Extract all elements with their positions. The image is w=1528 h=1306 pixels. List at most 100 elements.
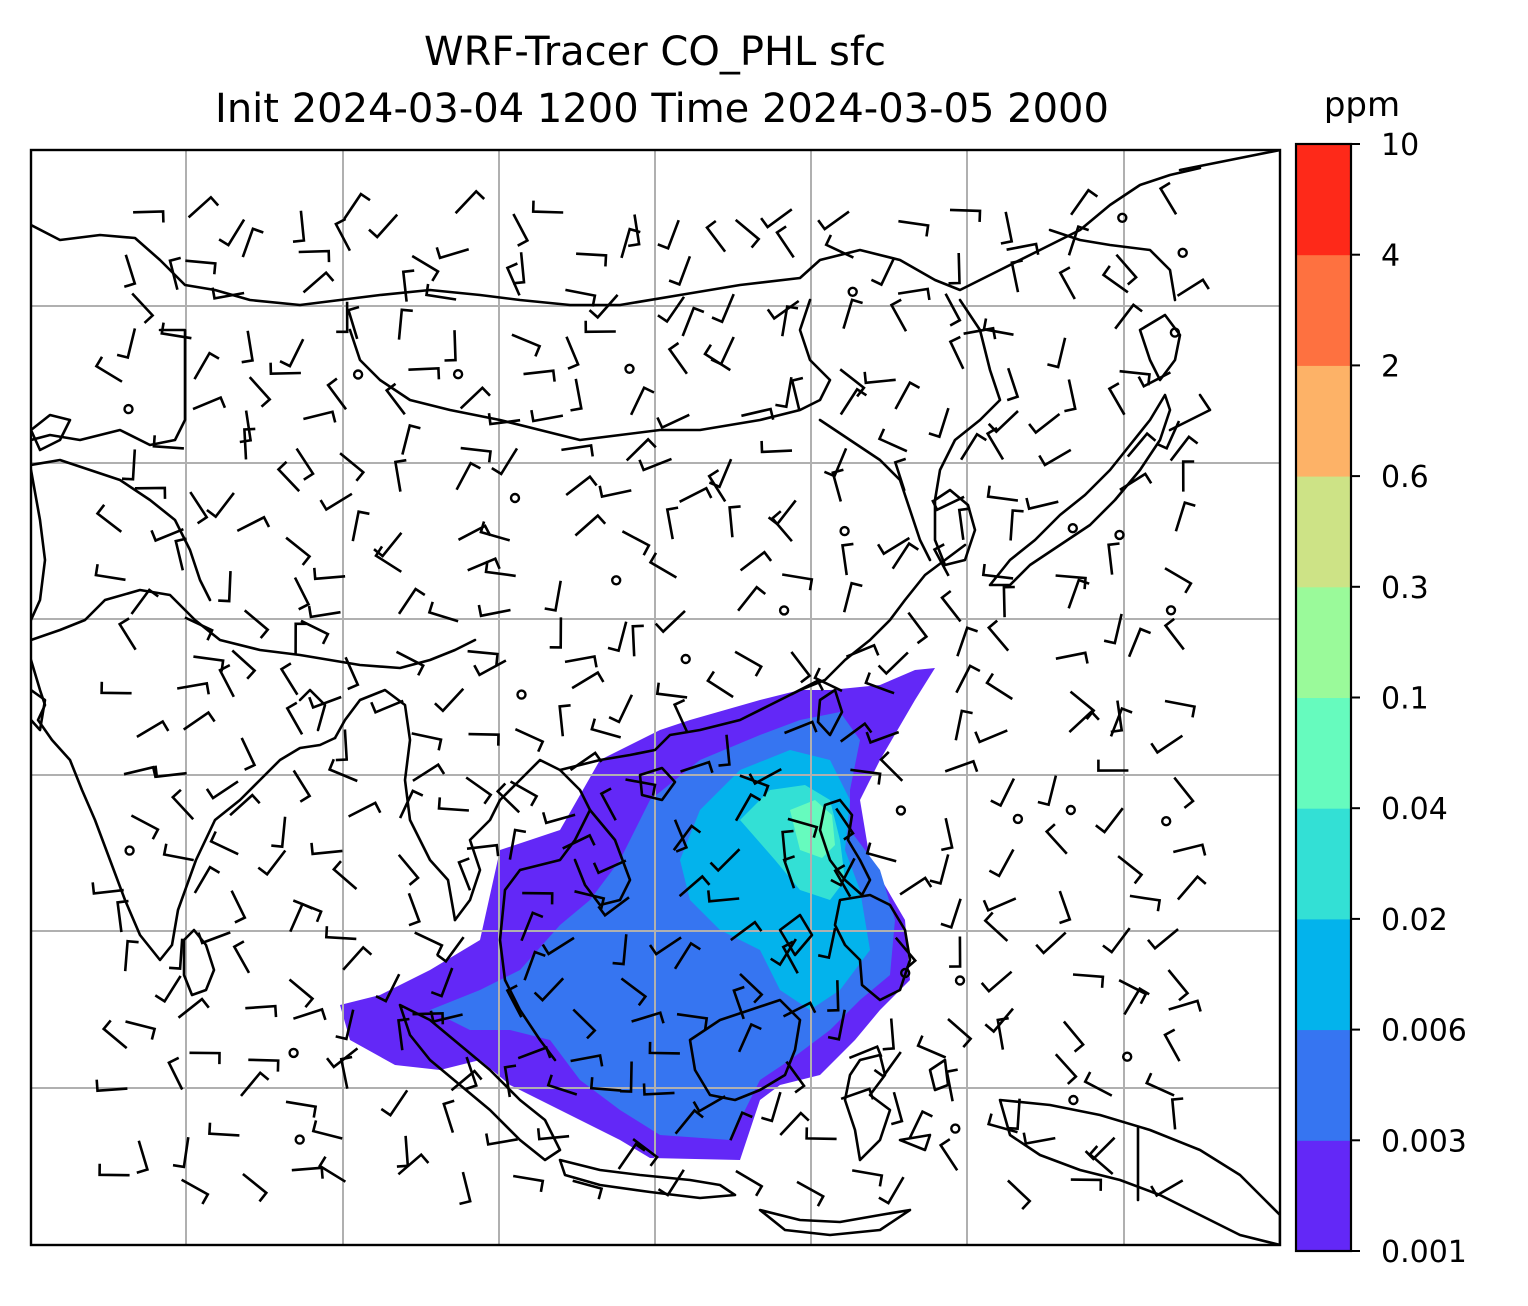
wind-barb: [779, 1111, 810, 1136]
wind-barb: [572, 1008, 597, 1040]
wind-barb: [205, 780, 239, 800]
wind-barb: [673, 941, 701, 970]
wind-barb: [189, 491, 209, 525]
calm-wind-marker: [1065, 804, 1077, 816]
wind-barb: [805, 1127, 837, 1141]
wind-barb: [339, 452, 366, 482]
wind-barb: [94, 356, 123, 383]
wind-barb: [1156, 420, 1181, 451]
wind-barb: [584, 320, 616, 334]
colorbar-tick-label: 2: [1381, 349, 1400, 384]
wind-barb: [466, 843, 500, 857]
wind-barb: [878, 1176, 905, 1205]
wind-barb: [1047, 337, 1067, 369]
wind-barb: [218, 663, 235, 698]
wind-barb: [642, 1083, 675, 1096]
colorbar-swatch: [1296, 586, 1351, 698]
wind-barb: [136, 1140, 150, 1174]
wind-barb: [879, 750, 904, 782]
wind-barb: [940, 898, 962, 929]
wind-barb: [530, 409, 564, 423]
wind-barb: [511, 333, 542, 357]
wind-barb: [182, 710, 216, 731]
wind-barb: [351, 510, 370, 542]
wind-barb: [1119, 472, 1153, 491]
calm-wind-marker: [288, 1047, 299, 1059]
wind-barb: [457, 857, 472, 891]
wind-barb: [845, 643, 880, 658]
wind-barb: [739, 972, 764, 1004]
wind-barb: [678, 874, 711, 898]
wind-barb: [393, 458, 407, 492]
wind-barb: [598, 485, 632, 499]
wind-barb: [1007, 1179, 1032, 1210]
colorbar-tick-label: 0.6: [1381, 460, 1429, 495]
colorbar-tick-label: 0.1: [1381, 682, 1429, 717]
wind-barb: [123, 765, 157, 779]
colorbar-swatch: [1296, 918, 1351, 1031]
wind-barb: [429, 1010, 463, 1024]
wind-barb: [454, 189, 486, 215]
wind-barb: [185, 259, 217, 275]
wind-barb: [782, 855, 796, 889]
calm-wind-marker: [1165, 605, 1177, 616]
wind-barb: [292, 1007, 327, 1021]
wind-barb: [248, 376, 272, 408]
wind-barb: [91, 882, 124, 895]
wind-barb: [170, 788, 195, 821]
calm-wind-marker: [294, 1134, 305, 1145]
wind-barb: [648, 552, 678, 579]
wind-barb: [839, 721, 873, 743]
wind-barb: [311, 1120, 343, 1140]
wind-barb: [1009, 509, 1024, 541]
wind-barb: [667, 341, 688, 375]
wind-barb: [908, 1109, 933, 1140]
calm-wind-marker: [1121, 1051, 1133, 1062]
wind-barb: [781, 940, 799, 974]
map-gridlines: [31, 150, 1280, 1245]
wind-barb: [612, 934, 628, 966]
calm-wind-marker: [611, 575, 622, 586]
wind-barb: [625, 437, 657, 462]
wind-barb: [732, 985, 745, 1020]
wind-barb: [1107, 382, 1126, 416]
wind-barb: [907, 611, 929, 645]
calm-wind-marker: [624, 363, 635, 374]
wind-barb: [484, 560, 516, 578]
wind-barb: [293, 577, 311, 611]
wind-barb: [588, 294, 619, 320]
wind-barb: [592, 859, 627, 875]
wind-barb: [300, 619, 330, 645]
wind-barb: [325, 1047, 359, 1069]
wind-barb: [243, 427, 256, 460]
wind-barb: [150, 527, 184, 543]
wind-barb: [709, 848, 741, 873]
wind-barb: [572, 1179, 604, 1200]
wind-barb: [229, 793, 261, 817]
wind-barb: [1146, 928, 1179, 951]
wind-barb: [1144, 1072, 1175, 1097]
wind-barb: [983, 911, 1009, 942]
wind-barb: [434, 687, 465, 713]
wind-barb: [435, 247, 470, 260]
wind-barb: [100, 681, 132, 695]
wind-barb: [864, 672, 895, 695]
wind-barb: [840, 1087, 875, 1101]
wind-barb: [949, 208, 982, 222]
wind-barb: [276, 460, 301, 493]
wind-barb: [308, 695, 342, 710]
wind-barb: [891, 541, 920, 570]
wind-barb: [996, 1016, 1009, 1050]
wind-barb: [619, 1061, 633, 1093]
wind-barb: [373, 531, 403, 558]
wind-barb: [271, 816, 287, 849]
wind-barb: [707, 469, 727, 503]
wind-barb: [790, 678, 824, 696]
calm-wind-marker: [1177, 247, 1188, 259]
colorbar-tick-label: 0.003: [1381, 1124, 1467, 1159]
wind-barb: [546, 1074, 578, 1096]
colorbar-swatch: [1296, 808, 1351, 920]
colorbar-tick-label: 0.001: [1381, 1235, 1467, 1270]
wind-barb: [1170, 1097, 1184, 1130]
wind-barb: [629, 385, 655, 416]
